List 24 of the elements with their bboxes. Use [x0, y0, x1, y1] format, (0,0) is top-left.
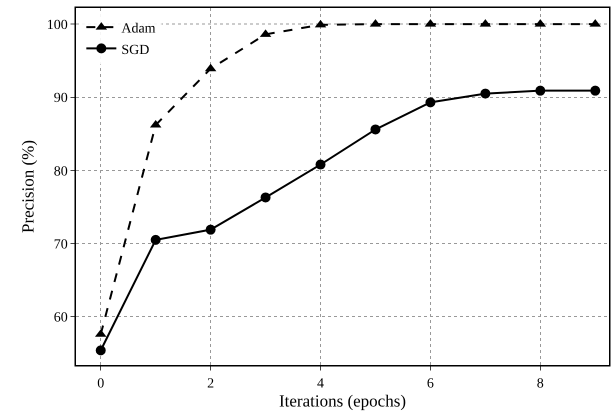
- y-tick-label: 90: [54, 91, 68, 106]
- legend-label: Adam: [121, 22, 156, 37]
- point: [260, 192, 271, 202]
- point: [316, 160, 326, 170]
- point: [535, 86, 546, 96]
- y-tick-label: 70: [54, 237, 68, 252]
- point: [590, 86, 600, 96]
- y-axis-title: Precision (%): [18, 140, 38, 234]
- y-tick-label: 100: [46, 18, 68, 33]
- y-tick-label: 80: [54, 164, 68, 180]
- point: [425, 97, 436, 108]
- x-tick-label: 6: [426, 376, 434, 392]
- x-axis-title: Iterations (epochs): [279, 391, 406, 410]
- point: [370, 124, 380, 134]
- point: [480, 88, 490, 99]
- x-tick-label: 8: [536, 376, 544, 392]
- point: [96, 345, 106, 356]
- y-tick-label: 60: [54, 310, 68, 326]
- x-tick-label: 4: [317, 376, 324, 392]
- point: [150, 234, 161, 245]
- legend-label: SGD: [121, 42, 150, 58]
- point: [206, 224, 216, 235]
- x-tick-label: 0: [97, 376, 104, 392]
- x-tick-label: 2: [207, 376, 214, 392]
